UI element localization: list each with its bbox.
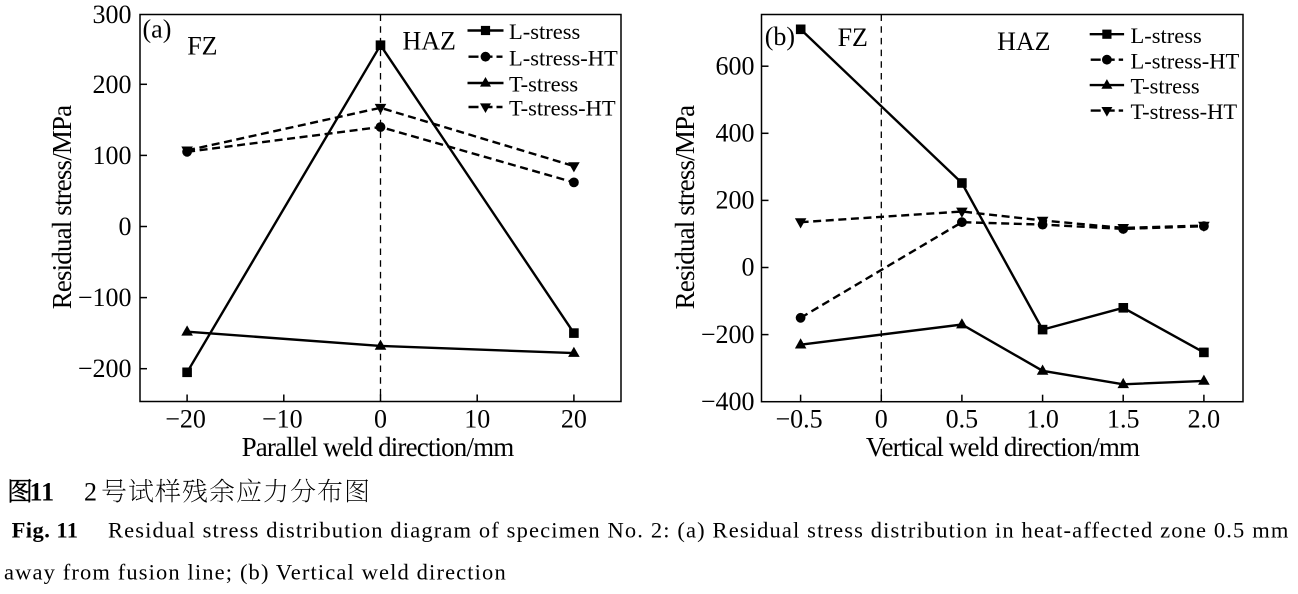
svg-text:FZ: FZ	[838, 23, 868, 52]
svg-text:−200: −200	[78, 354, 132, 383]
svg-text:L-stress: L-stress	[509, 19, 580, 44]
svg-text:Fig. 11: Fig. 11	[12, 518, 79, 543]
svg-text:(a): (a)	[143, 14, 172, 43]
svg-text:−10: −10	[262, 405, 303, 434]
svg-text:away from fusion line; (b) Ver: away from fusion line; (b) Vertical weld…	[4, 559, 507, 584]
svg-text:400: 400	[716, 119, 755, 148]
svg-text:−400: −400	[701, 387, 755, 416]
svg-text:Vertical weld direction/mm: Vertical weld direction/mm	[866, 432, 1140, 462]
svg-text:200: 200	[93, 70, 132, 99]
svg-text:L-stress-HT: L-stress-HT	[509, 45, 618, 70]
svg-text:T-stress: T-stress	[1131, 74, 1200, 99]
svg-text:1.0: 1.0	[1026, 405, 1059, 434]
svg-text:T-stress: T-stress	[509, 72, 578, 97]
svg-text:−200: −200	[701, 320, 755, 349]
svg-text:Parallel weld direction/mm: Parallel weld direction/mm	[242, 432, 515, 462]
svg-text:T-stress-HT: T-stress-HT	[1131, 99, 1238, 124]
svg-text:−100: −100	[78, 283, 132, 312]
svg-text:0: 0	[742, 253, 755, 282]
svg-text:0.5: 0.5	[946, 405, 979, 434]
svg-text:200: 200	[716, 186, 755, 215]
svg-text:0: 0	[875, 405, 888, 434]
svg-text:−20: −20	[165, 405, 206, 434]
svg-text:20: 20	[561, 405, 587, 434]
svg-text:2.0: 2.0	[1188, 405, 1221, 434]
svg-text:10: 10	[464, 405, 490, 434]
svg-text:Residual stress/MPa: Residual stress/MPa	[47, 105, 77, 309]
svg-text:Residual stress distribution d: Residual stress distribution diagram of …	[108, 518, 1290, 543]
svg-text:FZ: FZ	[187, 32, 217, 61]
svg-text:Residual stress/MPa: Residual stress/MPa	[670, 105, 700, 309]
svg-text:L-stress-HT: L-stress-HT	[1131, 48, 1240, 73]
svg-text:HAZ: HAZ	[997, 27, 1050, 56]
svg-text:0: 0	[374, 405, 387, 434]
svg-text:300: 300	[93, 0, 132, 29]
svg-text:100: 100	[93, 141, 132, 170]
svg-text:1.5: 1.5	[1107, 405, 1140, 434]
svg-text:L-stress: L-stress	[1131, 23, 1202, 48]
svg-text:HAZ: HAZ	[403, 26, 456, 55]
svg-text:(b): (b)	[765, 22, 795, 51]
svg-text:0: 0	[119, 212, 132, 241]
svg-text:2: 2	[84, 478, 97, 507]
svg-text:−0.5: −0.5	[776, 405, 823, 434]
svg-text:600: 600	[716, 51, 755, 80]
svg-text:11: 11	[30, 478, 55, 507]
svg-text:T-stress-HT: T-stress-HT	[509, 96, 616, 121]
